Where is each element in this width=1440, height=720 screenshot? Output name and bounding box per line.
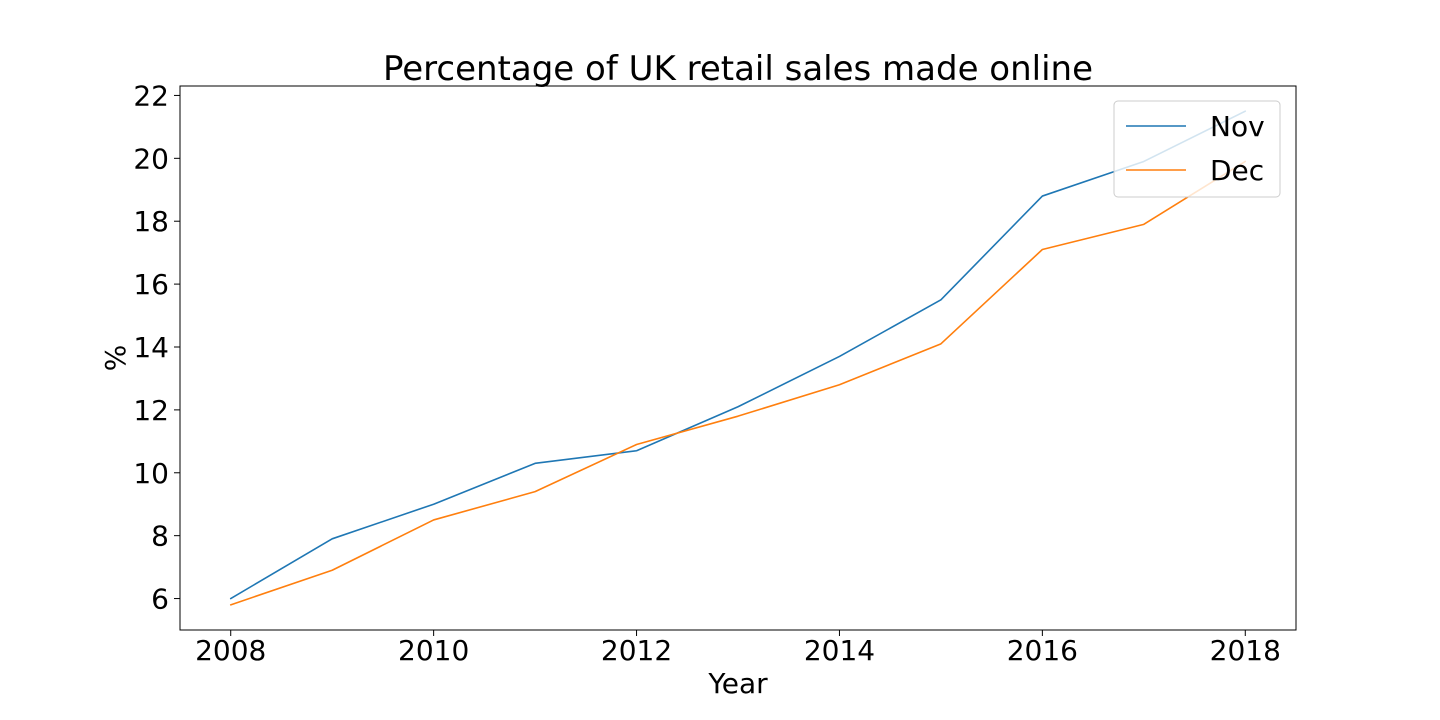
y-axis: 6 8 10 12 14 16 18 20 22 (133, 79, 180, 616)
x-tick-label: 2018 (1210, 634, 1281, 667)
legend-label-nov: Nov (1210, 110, 1265, 143)
y-tick-label: 18 (133, 205, 169, 238)
chart-title: Percentage of UK retail sales made onlin… (383, 49, 1093, 89)
y-axis-label: % (99, 345, 132, 372)
x-axis: 2008 2010 2012 2014 2016 2018 (195, 630, 1281, 667)
legend-box (1113, 100, 1281, 198)
y-tick-label: 16 (133, 268, 169, 301)
legend-label-dec: Dec (1210, 154, 1264, 187)
series-line-dec (229, 160, 1247, 606)
y-tick-label: 22 (133, 79, 169, 112)
x-tick-label: 2014 (804, 634, 875, 667)
x-axis-label: Year (707, 667, 768, 700)
plot-area-frame (179, 85, 1297, 631)
x-tick-label: 2010 (398, 634, 469, 667)
series-layer (229, 110, 1247, 606)
y-tick-label: 12 (133, 394, 169, 427)
series-line-nov (229, 110, 1247, 600)
legend: Nov Dec (1113, 100, 1281, 198)
y-tick-label: 20 (133, 142, 169, 175)
y-tick-label: 8 (151, 520, 169, 553)
y-tick-label: 6 (151, 583, 169, 616)
x-tick-label: 2016 (1007, 634, 1078, 667)
y-tick-label: 10 (133, 457, 169, 490)
x-tick-label: 2008 (195, 634, 266, 667)
y-tick-label: 14 (133, 331, 169, 364)
x-tick-label: 2012 (601, 634, 672, 667)
